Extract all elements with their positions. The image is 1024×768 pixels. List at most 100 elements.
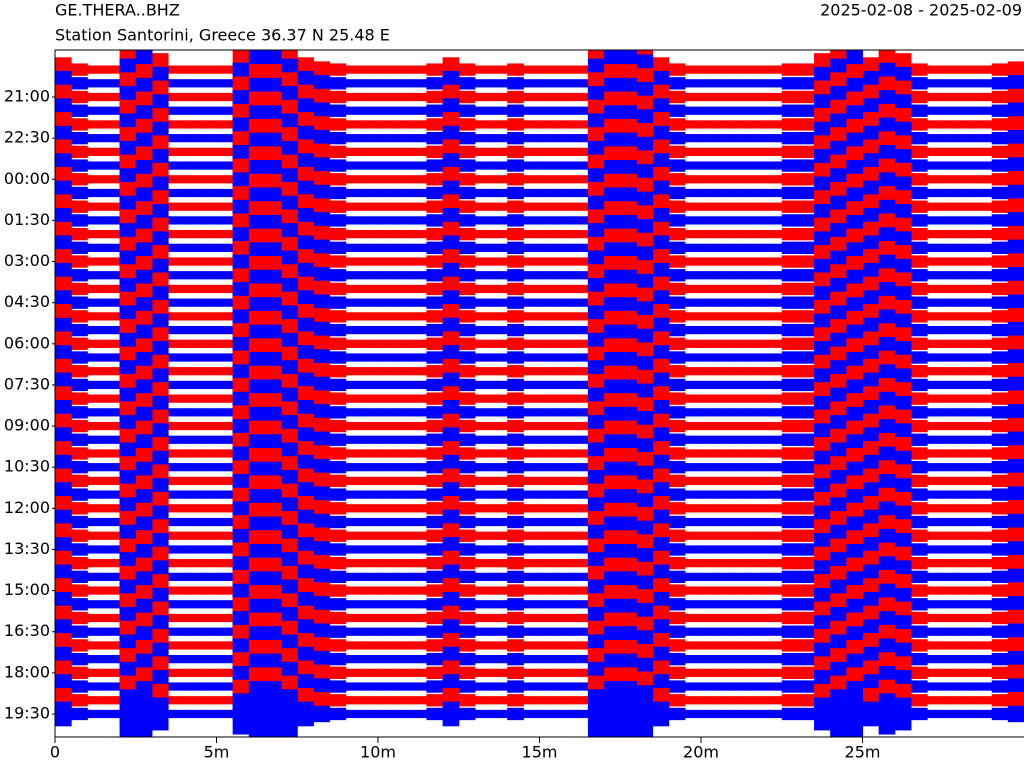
trace-amplitude <box>71 707 88 721</box>
trace-amplitude <box>394 668 411 677</box>
trace-amplitude <box>668 694 686 707</box>
trace-amplitude <box>717 65 734 74</box>
trace-amplitude <box>797 529 815 542</box>
trace-amplitude <box>555 449 573 458</box>
trace-amplitude <box>781 433 799 446</box>
trace-amplitude <box>474 147 492 156</box>
y-label-bg <box>0 292 52 313</box>
trace-amplitude <box>959 188 977 198</box>
trace-amplitude <box>87 298 104 307</box>
trace-amplitude <box>733 668 750 677</box>
trace-amplitude <box>910 543 928 556</box>
trace-amplitude <box>216 435 234 444</box>
trace-amplitude <box>394 298 411 307</box>
trace-amplitude <box>717 709 734 719</box>
trace-amplitude <box>410 353 427 362</box>
trace-amplitude <box>797 474 815 488</box>
trace-amplitude <box>426 214 444 227</box>
trace-amplitude <box>1007 280 1024 298</box>
trace-amplitude <box>1007 88 1024 106</box>
trace-amplitude <box>943 627 960 636</box>
trace-amplitude <box>345 655 363 664</box>
trace-amplitude <box>313 321 331 339</box>
trace-amplitude <box>975 380 993 390</box>
trace-amplitude <box>394 134 411 143</box>
trace-amplitude <box>1007 527 1024 544</box>
trace-amplitude <box>361 613 379 623</box>
trace-amplitude <box>200 696 217 705</box>
trace-amplitude <box>345 106 363 115</box>
trace-amplitude <box>781 241 799 254</box>
trace-amplitude <box>410 709 427 719</box>
trace-amplitude <box>797 77 815 90</box>
trace-amplitude <box>410 367 427 376</box>
trace-amplitude <box>701 284 718 294</box>
trace-amplitude <box>749 65 767 74</box>
trace-amplitude <box>701 325 718 335</box>
trace-amplitude <box>910 433 928 446</box>
trace-amplitude <box>555 175 573 184</box>
trace-amplitude <box>361 545 379 554</box>
trace-amplitude <box>717 298 734 307</box>
trace-amplitude <box>313 692 331 709</box>
x-tick-label: 10m <box>360 743 396 762</box>
trace-amplitude <box>1007 198 1024 215</box>
trace-amplitude <box>329 666 347 680</box>
trace-amplitude <box>781 118 799 131</box>
trace-amplitude <box>668 447 686 460</box>
trace-amplitude <box>927 106 944 115</box>
trace-amplitude <box>555 92 573 102</box>
y-tick-label: 06:00 <box>4 333 50 352</box>
trace-amplitude <box>378 627 395 636</box>
trace-amplitude <box>555 120 573 129</box>
trace-amplitude <box>910 282 928 296</box>
trace-amplitude <box>329 323 347 337</box>
trace-amplitude <box>733 655 750 664</box>
trace-amplitude <box>474 504 492 513</box>
trace-amplitude <box>733 463 750 472</box>
trace-amplitude <box>959 545 977 554</box>
trace-amplitude <box>717 504 734 513</box>
trace-amplitude <box>168 298 185 307</box>
trace-amplitude <box>1007 664 1024 682</box>
trace-amplitude <box>959 696 977 705</box>
trace-amplitude <box>959 92 977 102</box>
trace-amplitude <box>313 61 331 78</box>
trace-amplitude <box>733 339 750 348</box>
trace-amplitude <box>184 161 201 170</box>
trace-amplitude <box>523 147 540 156</box>
trace-amplitude <box>426 77 444 90</box>
trace-amplitude <box>103 271 121 280</box>
trace-amplitude <box>394 421 411 431</box>
trace-amplitude <box>797 104 815 117</box>
trace-amplitude <box>491 257 508 266</box>
trace-amplitude <box>507 104 524 117</box>
trace-amplitude <box>329 694 347 707</box>
trace-amplitude <box>765 408 783 417</box>
trace-amplitude <box>765 435 783 444</box>
trace-amplitude <box>200 339 217 348</box>
trace-amplitude <box>523 668 540 677</box>
trace-amplitude <box>491 65 508 74</box>
trace-amplitude <box>491 380 508 390</box>
trace-amplitude <box>491 435 508 444</box>
trace-amplitude <box>168 106 185 115</box>
trace-amplitude <box>313 623 331 640</box>
trace-amplitude <box>168 202 185 211</box>
trace-amplitude <box>345 134 363 143</box>
trace-amplitude <box>781 378 799 392</box>
trace-amplitude <box>1007 541 1024 558</box>
trace-amplitude <box>378 325 395 335</box>
trace-amplitude <box>329 104 347 117</box>
trace-amplitude <box>329 461 347 474</box>
trace-amplitude <box>943 106 960 115</box>
trace-amplitude <box>426 488 444 501</box>
trace-amplitude <box>491 641 508 650</box>
trace-amplitude <box>1007 362 1024 380</box>
trace-amplitude <box>555 572 573 581</box>
trace-amplitude <box>426 433 444 446</box>
trace-amplitude <box>87 325 104 335</box>
trace-amplitude <box>927 271 944 280</box>
trace-amplitude <box>313 88 331 106</box>
trace-amplitude <box>701 517 718 527</box>
